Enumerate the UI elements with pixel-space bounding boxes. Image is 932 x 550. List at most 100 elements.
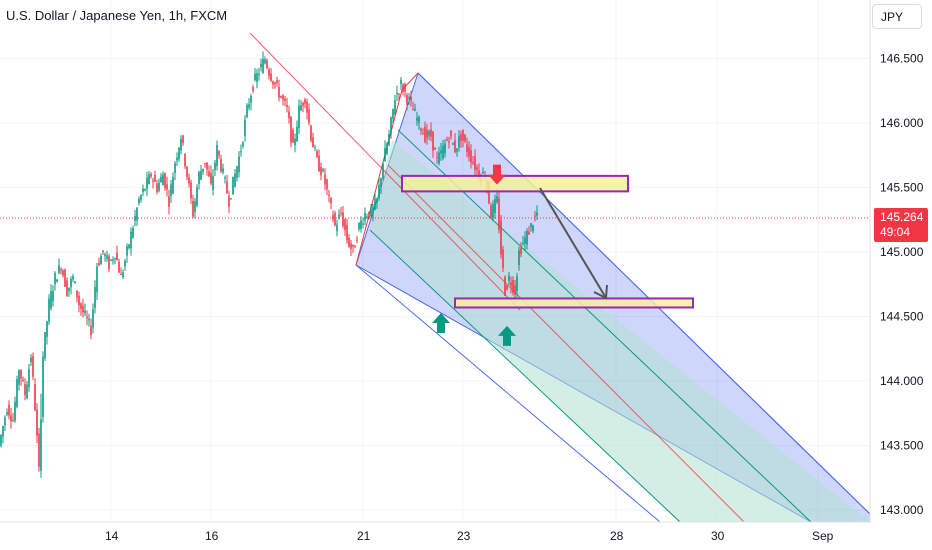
candle-body xyxy=(74,281,76,284)
candles xyxy=(0,51,538,478)
channel-median-line xyxy=(387,164,745,523)
candle-body xyxy=(320,167,322,176)
candle-body xyxy=(102,250,104,252)
candle-body xyxy=(382,163,384,179)
candle-body xyxy=(44,332,46,359)
y-tick-label: 144.000 xyxy=(880,374,924,388)
candle-body xyxy=(194,201,196,212)
candle-body xyxy=(126,246,128,256)
y-tick-label: 143.000 xyxy=(880,503,924,517)
candle-body xyxy=(434,147,436,150)
candle-body xyxy=(156,183,158,192)
candle-body xyxy=(412,109,414,111)
candle-body xyxy=(346,225,348,241)
candle-body xyxy=(406,94,408,104)
candle-body xyxy=(216,144,218,166)
candle-body xyxy=(36,409,38,436)
candle-body xyxy=(262,59,264,73)
candle-body xyxy=(426,129,428,138)
candle-body xyxy=(252,87,254,91)
candle-body xyxy=(218,150,220,156)
x-axis[interactable]: 14 16 21 23 28 30 Sep xyxy=(0,521,870,543)
candle-body xyxy=(56,279,58,283)
candle-body xyxy=(90,325,92,335)
candle-body xyxy=(476,167,478,170)
candle-body xyxy=(278,86,280,98)
y-axis[interactable]: 146.500 146.000 145.500 145.000 144.500 144.0… xyxy=(869,0,924,522)
candle-body xyxy=(70,279,72,288)
candle-body xyxy=(226,181,228,194)
candle-body xyxy=(112,259,114,261)
candle-body xyxy=(380,178,382,188)
candle-body xyxy=(234,173,236,187)
candle-body xyxy=(424,126,426,142)
candle-body xyxy=(248,104,250,108)
candle-body xyxy=(128,244,130,249)
candle-body xyxy=(210,172,212,184)
candle-body xyxy=(4,417,6,425)
candle-body xyxy=(192,200,194,217)
candle-body xyxy=(312,137,314,148)
projection-arrow xyxy=(539,187,608,300)
candle-body xyxy=(490,205,492,218)
candle-body xyxy=(372,206,374,214)
candle-body xyxy=(14,401,16,421)
candle-body xyxy=(306,102,308,113)
candle-body xyxy=(384,147,386,162)
candle-body xyxy=(54,273,56,285)
zones xyxy=(401,174,694,309)
candle-body xyxy=(462,129,464,141)
candle-body xyxy=(414,108,416,111)
y-tick-label: 144.500 xyxy=(880,310,924,324)
candle-body xyxy=(446,139,448,141)
candle-body xyxy=(12,420,14,422)
candle-body xyxy=(388,133,390,145)
candle-body xyxy=(492,204,494,218)
candle-body xyxy=(326,179,328,190)
y-tick-label: 145.500 xyxy=(880,181,924,195)
support-zone xyxy=(454,297,694,309)
candle-body xyxy=(348,237,350,247)
currency-selector[interactable]: JPY xyxy=(872,4,922,29)
candle-body xyxy=(202,168,204,172)
candle-body xyxy=(302,102,304,106)
candle-body xyxy=(198,172,200,184)
candle-body xyxy=(16,379,18,407)
candle-body xyxy=(242,142,244,147)
candle-body xyxy=(104,254,106,257)
candle-body xyxy=(440,150,442,154)
candle-body xyxy=(340,213,342,215)
candle-body xyxy=(330,198,332,204)
candle-body xyxy=(526,230,528,245)
candle-body xyxy=(428,131,430,136)
candle-body xyxy=(472,162,474,164)
candle-body xyxy=(474,156,476,170)
candle-body xyxy=(334,212,336,226)
candle-body xyxy=(494,199,496,213)
x-tick-label: 30 xyxy=(711,529,725,543)
candle-body xyxy=(160,176,162,183)
candle-body xyxy=(82,305,84,313)
candle-body xyxy=(232,176,234,195)
candle-body xyxy=(536,212,538,216)
price-tag-price: 145.264 xyxy=(880,210,924,224)
candle-body xyxy=(212,176,214,191)
candle-body xyxy=(498,198,500,230)
candle-body xyxy=(230,198,232,200)
candle-body xyxy=(224,177,226,179)
y-tick-label: 143.500 xyxy=(880,439,924,453)
candle-body xyxy=(50,291,52,309)
candle-body xyxy=(72,276,74,280)
candle-body xyxy=(34,384,36,411)
candle-body xyxy=(66,280,68,297)
candle-body xyxy=(48,298,50,322)
candle-body xyxy=(240,151,242,153)
candle-body xyxy=(84,310,86,313)
candle-body xyxy=(518,250,520,266)
candle-body xyxy=(408,97,410,99)
candle-body xyxy=(404,83,406,92)
candle-body xyxy=(130,231,132,249)
candle-body xyxy=(500,220,502,255)
candle-body xyxy=(432,131,434,151)
